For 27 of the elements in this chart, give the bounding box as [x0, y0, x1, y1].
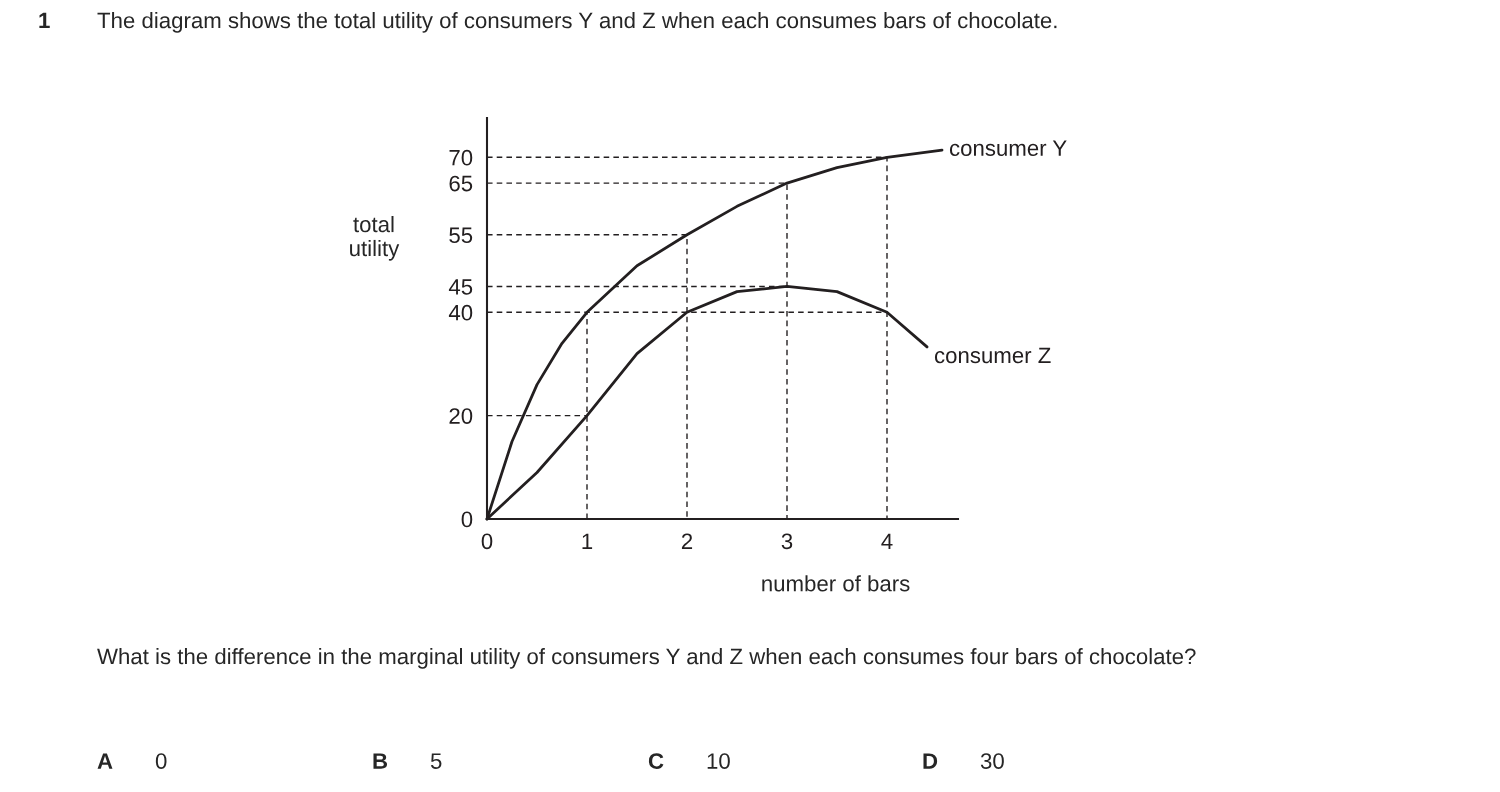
series-label: consumer Y	[949, 140, 1067, 156]
text: 0	[155, 753, 167, 769]
text: What is the difference in the marginal utility of consumers Y and Z when each consumes four bars of chocolate?	[97, 648, 1196, 669]
text: 30	[980, 753, 1004, 769]
series-label: consumer Z	[934, 347, 1051, 364]
x-tick-label: 4	[881, 533, 893, 549]
text: C	[648, 753, 664, 769]
x-tick-label: 0	[481, 533, 493, 550]
x-tick-label: 3	[781, 533, 793, 550]
chart-title: The diagram shows the total utility of consumers Y and Z when each consumes bars of chocolate.	[97, 12, 1057, 33]
text: D	[923, 753, 938, 769]
y-axis-title: total utility	[350, 215, 400, 261]
y-tick-label: 65	[449, 175, 473, 192]
y-tick-label: 55	[449, 227, 473, 244]
text: 1	[39, 12, 50, 29]
text: A	[97, 753, 113, 769]
y-tick-label: 70	[449, 149, 473, 166]
text: B	[373, 753, 388, 769]
text: 5	[430, 753, 442, 769]
text: 10	[707, 753, 730, 769]
y-tick-label: 45	[448, 279, 473, 295]
x-tick-label: 1	[582, 533, 593, 549]
y-tick-label: 40	[448, 304, 473, 321]
x-axis-title: number of bars	[762, 575, 910, 592]
x-tick-label: 2	[681, 533, 693, 549]
y-tick-label: 0	[461, 511, 473, 528]
y-tick-label: 20	[449, 408, 473, 424]
